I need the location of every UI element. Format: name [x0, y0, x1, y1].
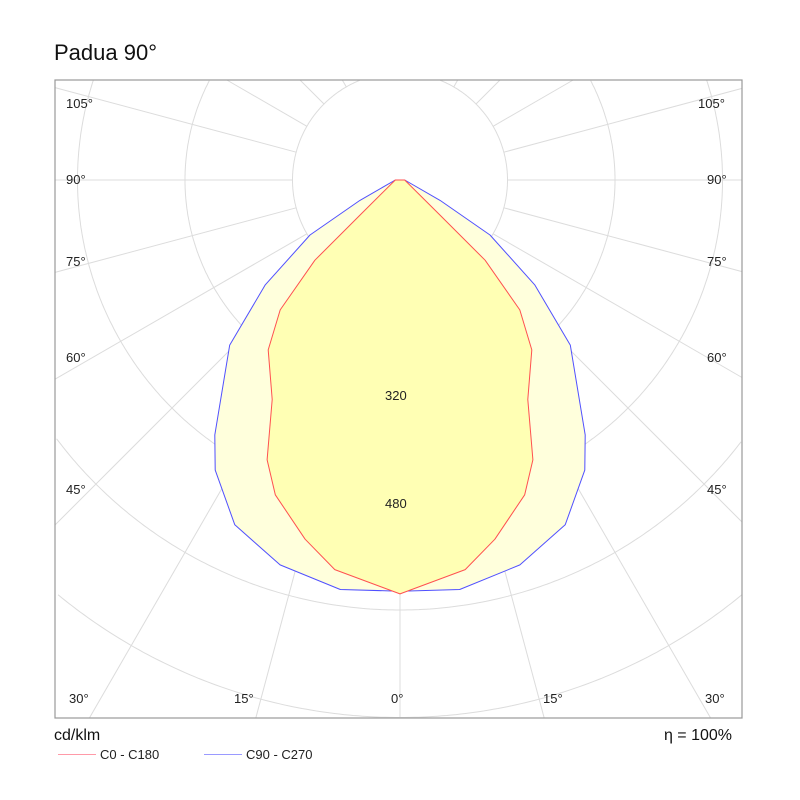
angle-label: 60° — [707, 350, 727, 365]
grid-spoke — [54, 207, 297, 273]
polar-plot — [54, 79, 743, 719]
grid-spoke — [54, 233, 308, 380]
grid-ring — [400, 594, 743, 718]
legend-item-c0: C0 - C180 — [58, 747, 159, 762]
legend-label: C90 - C270 — [246, 747, 313, 762]
plot-frame — [54, 79, 743, 719]
angle-label: 90° — [66, 172, 86, 187]
angle-label: 75° — [707, 254, 727, 269]
grid-spoke — [475, 79, 501, 105]
angle-label: 15° — [543, 691, 563, 706]
legend-label: C0 - C180 — [100, 747, 160, 762]
grid-spoke — [341, 79, 347, 88]
grid-spoke — [492, 79, 574, 127]
grid-spoke — [503, 207, 743, 273]
ring-label: 320 — [385, 388, 407, 403]
angle-label: 45° — [66, 482, 86, 497]
angle-label: 90° — [707, 172, 727, 187]
grid-ring — [56, 438, 400, 611]
grid-spoke — [492, 233, 743, 378]
angle-label: 60° — [66, 350, 86, 365]
grid-ring — [400, 441, 742, 611]
angle-label: 30° — [69, 691, 89, 706]
angle-label: 30° — [705, 691, 725, 706]
grid-spoke — [503, 87, 743, 153]
chart-title: Padua 90° — [54, 40, 157, 65]
legend-item-c90: C90 - C270 — [204, 747, 312, 762]
ring-label: 480 — [385, 496, 407, 511]
angle-label: 15° — [234, 691, 254, 706]
grid-spoke — [226, 79, 308, 127]
efficiency-label: η = 100% — [663, 727, 732, 744]
angle-label: 105° — [66, 96, 93, 111]
series-curve-c0-c180 — [266, 179, 534, 595]
angle-label: 105° — [698, 96, 725, 111]
unit-label: cd/klm — [54, 727, 101, 744]
grid-spoke — [453, 79, 459, 88]
grid-ring — [57, 594, 400, 718]
grid-spoke — [299, 79, 325, 105]
legend-swatch — [58, 754, 96, 755]
angle-label: 45° — [707, 482, 727, 497]
angle-label: 0° — [391, 691, 404, 706]
angle-label: 75° — [66, 254, 86, 269]
legend-swatch — [204, 754, 242, 755]
grid-spoke — [54, 87, 297, 153]
